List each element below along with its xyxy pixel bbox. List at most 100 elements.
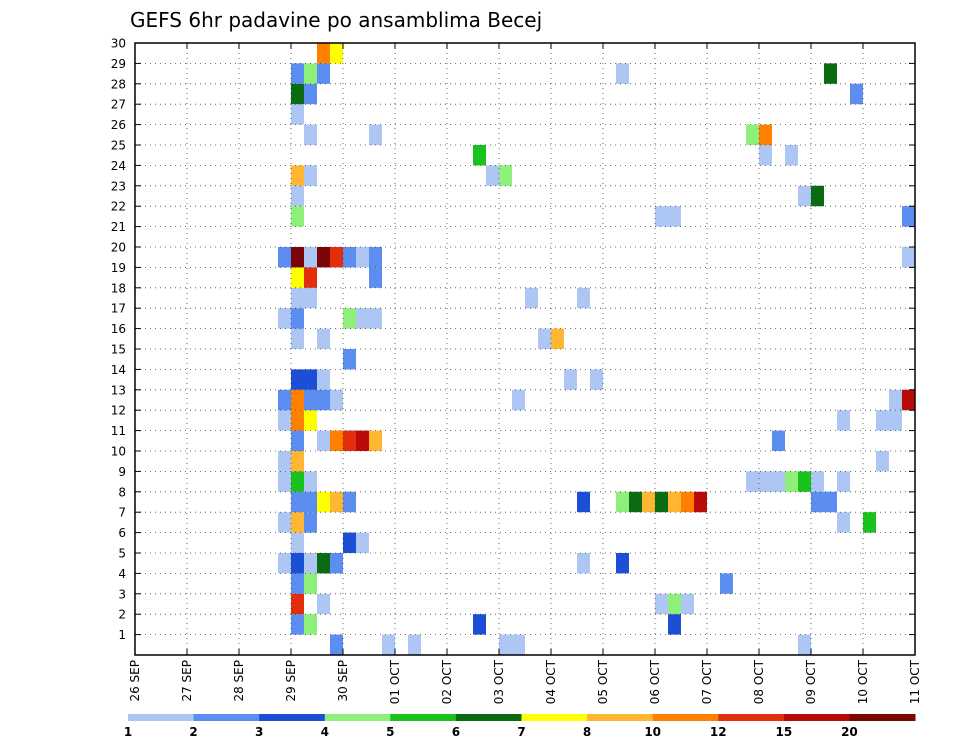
precip-cell [343,349,356,370]
chart-title: GEFS 6hr padavine po ansamblima Becej [130,8,542,32]
precip-cell [356,247,369,268]
precip-cell [837,471,850,492]
y-tick-label: 10 [111,445,126,459]
precip-cell [304,491,317,513]
y-tick-label: 26 [111,118,126,132]
precip-cell [811,185,824,207]
precip-cell [291,410,304,431]
precip-cell [369,247,382,268]
precip-cell [902,247,915,268]
x-tick-label: 02 OCT [440,659,454,704]
colorbar-label: 2 [189,725,197,739]
precip-cell [317,247,330,268]
precip-cell [304,553,317,574]
precip-cell [304,389,317,411]
colorbar-segment [521,714,588,721]
y-tick-label: 9 [118,465,126,479]
precip-cell [798,471,811,492]
precip-cell [824,63,837,84]
precip-cell [291,532,304,553]
precip-cell [291,430,304,451]
y-tick-label: 27 [111,98,126,112]
precip-cell [330,491,343,513]
precip-cell [668,593,681,615]
precip-cell [902,206,915,227]
precip-cell [317,430,330,451]
precip-cell [356,430,369,451]
precip-cell [291,63,304,84]
y-tick-label: 11 [111,424,126,438]
precip-cell [343,430,356,451]
precip-cell [772,430,785,451]
precip-cell [304,369,317,390]
precip-cell [616,553,629,574]
x-tick-label: 06 OCT [648,659,662,704]
y-tick-label: 3 [118,587,126,601]
x-tick-label: 05 OCT [596,659,610,704]
precip-cell [889,389,902,411]
colorbar-label: 12 [710,725,727,739]
precip-cell [655,593,668,615]
precip-cell [369,308,382,329]
precip-cell [668,614,681,635]
precip-cell [811,471,824,492]
y-axis: 1234567891011121314151617181920212223242… [111,37,915,642]
precip-cell [330,43,343,64]
x-tick-label: 29 SEP [284,660,298,702]
precip-cell [291,328,304,349]
colorbar-label: 4 [321,725,329,739]
precip-cell [811,491,824,513]
precip-cell [668,491,681,513]
precip-cell [330,430,343,451]
precip-cell [681,491,694,513]
colorbar-label: 15 [775,725,792,739]
precip-cell [291,287,304,309]
precip-cell [356,532,369,553]
precip-cell [785,145,798,166]
colorbar-segment [587,714,654,721]
precip-cell [304,247,317,268]
precip-cell [304,573,317,594]
colorbar-label: 7 [517,725,525,739]
y-tick-label: 8 [118,485,126,499]
precip-cell [304,124,317,145]
precip-cell [772,471,785,492]
precip-cell [499,634,512,655]
precip-cell [525,287,538,309]
precip-cell [291,491,304,513]
precip-cell [317,553,330,574]
precip-cell [291,512,304,533]
precip-cell [304,165,317,186]
colorbar-segment [390,714,457,721]
precip-cell [616,491,629,513]
precip-cell [291,185,304,207]
precip-cell [304,83,317,105]
precip-cell [863,512,876,533]
colorbar-label: 5 [386,725,394,739]
precip-cell [759,145,772,166]
colorbar-label: 20 [841,725,858,739]
precip-cell [720,573,733,594]
precip-cell [291,614,304,635]
precip-cell [317,389,330,411]
x-tick-label: 11 OCT [908,659,922,704]
precip-cell [499,165,512,186]
precip-cell [369,124,382,145]
colorbar-label: 3 [255,725,263,739]
precip-cell [902,389,915,411]
precip-cell [291,369,304,390]
precip-cell [317,328,330,349]
colorbar-label: 1 [124,725,132,739]
x-tick-label: 07 OCT [700,659,714,704]
precip-cell [330,389,343,411]
precip-cell [291,267,304,288]
precip-cell [304,512,317,533]
x-tick-label: 04 OCT [544,659,558,704]
precip-cell [785,471,798,492]
y-tick-label: 12 [111,404,126,418]
y-tick-label: 18 [111,281,126,295]
precip-cell [889,410,902,431]
precip-cell [590,369,603,390]
x-tick-label: 09 OCT [804,659,818,704]
precip-cell [551,328,564,349]
